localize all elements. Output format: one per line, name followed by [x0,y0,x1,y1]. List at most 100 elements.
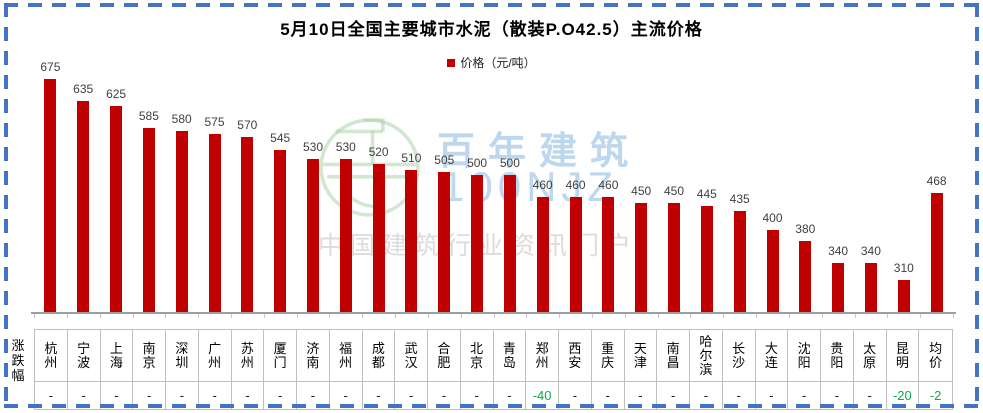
dashed-border-bottom [4,404,979,408]
bar-杭州 [44,79,57,313]
value-label-北京: 500 [467,156,488,170]
axis-tick [559,314,561,318]
change-cell-宁波: - [68,382,101,409]
bar-大连 [766,230,779,313]
axis-tick [230,314,232,318]
city-cell-沈阳: 沈阳 [788,330,821,382]
bar-苏州 [241,137,254,313]
city-cell-厦门: 厦门 [264,330,297,382]
axis-tick [592,314,593,318]
change-cell-杭州: - [35,382,68,409]
value-label-沈阳: 380 [795,222,816,236]
axis-tick [99,314,101,318]
value-label-郑州: 460 [532,178,553,192]
value-label-苏州: 570 [237,118,258,132]
change-cell-深圳: - [166,382,199,409]
axis-tick [624,314,626,318]
axis-tick [34,314,35,318]
legend-swatch-icon [447,58,456,67]
bar-武汉 [405,170,418,313]
axis-tick [198,314,200,318]
city-cell-贵阳: 贵阳 [821,330,854,382]
axis-tick [920,314,922,318]
value-label-青岛: 500 [499,156,520,170]
change-cell-贵阳: - [821,382,854,409]
city-cell-重庆: 重庆 [591,330,625,382]
city-cell-南昌: 南昌 [657,330,690,382]
city-cell-成都: 成都 [362,330,396,382]
change-cell-天津: - [625,382,658,409]
bar-成都 [372,164,385,313]
bar-沈阳 [799,241,812,313]
value-label-合肥: 505 [434,153,455,167]
price-table: 杭州宁波上海南京深圳广州苏州厦门济南福州成都武汉合肥北京青岛郑州西安重庆天津南昌… [34,329,953,410]
value-label-深圳: 580 [171,112,192,126]
city-cell-天津: 天津 [624,330,658,382]
axis-tick [427,314,429,318]
value-label-福州: 530 [335,140,356,154]
bar-南昌 [668,203,680,313]
axis-tick [165,314,167,318]
axis-tick [887,314,889,318]
axis-tick [493,314,495,318]
value-label-成都: 520 [368,145,389,159]
city-cell-昆明: 昆明 [886,330,920,382]
city-cell-苏州: 苏州 [231,330,265,382]
axis-tick [395,314,396,318]
city-cell-北京: 北京 [460,330,494,382]
city-cell-长沙: 长沙 [722,330,756,382]
dashed-border-top [4,3,979,7]
dashed-border-right [975,3,979,408]
city-cell-上海: 上海 [100,330,134,382]
city-cell-杭州: 杭州 [35,330,68,382]
city-cell-深圳: 深圳 [166,330,199,382]
bar-福州 [339,159,352,313]
bar-太原 [864,263,877,313]
bar-厦门 [274,150,287,313]
city-cell-武汉: 武汉 [395,330,428,382]
axis-tick [788,314,790,318]
value-label-南京: 585 [138,109,159,123]
change-cell-合肥: - [428,382,461,409]
value-label-武汉: 510 [401,151,422,165]
axis-tick [329,314,331,318]
city-cell-大连: 大连 [755,330,789,382]
value-label-宁波: 635 [73,82,94,96]
city-cell-哈尔滨: 哈尔滨 [690,330,723,382]
value-label-昆明: 310 [893,261,914,275]
value-label-重庆: 460 [598,178,619,192]
axis-tick [460,314,462,318]
value-label-济南: 530 [302,140,324,154]
change-cell-西安: - [559,382,592,409]
change-cell-上海: - [101,382,134,409]
change-cell-哈尔滨: - [690,382,723,409]
axis-tick [263,314,265,318]
city-cell-合肥: 合肥 [428,330,461,382]
change-cell-北京: - [461,382,494,409]
axis-tick [953,314,954,318]
city-cell-郑州: 郑州 [526,330,559,382]
change-cell-大连: - [756,382,789,409]
change-cell-郑州: -40 [526,382,559,409]
value-label-杭州: 675 [40,60,61,74]
city-cell-福州: 福州 [329,330,363,382]
axis-tick [854,314,856,318]
value-label-长沙: 435 [729,192,750,206]
bar-郑州 [536,197,549,313]
change-cell-沈阳: - [788,382,821,409]
bar-长沙 [733,211,746,313]
watermark-brand: 百年建筑 [437,131,642,173]
change-cell-苏州: - [232,382,265,409]
legend: 价格（元/吨） [0,54,983,71]
city-cell-均价: 均价 [919,330,952,382]
bar-天津 [635,203,648,313]
change-cell-厦门: - [264,382,297,409]
city-cell-济南: 济南 [297,330,330,382]
chart-title: 5月10日全国主要城市水泥（散装P.O42.5）主流价格 [280,20,703,39]
value-label-南昌: 450 [663,184,685,198]
change-cell-福州: - [330,382,363,409]
bar-昆明 [897,280,910,313]
axis-tick [657,314,659,318]
watermark-latin: 100NJZ [441,163,619,210]
value-label-上海: 625 [106,87,127,101]
